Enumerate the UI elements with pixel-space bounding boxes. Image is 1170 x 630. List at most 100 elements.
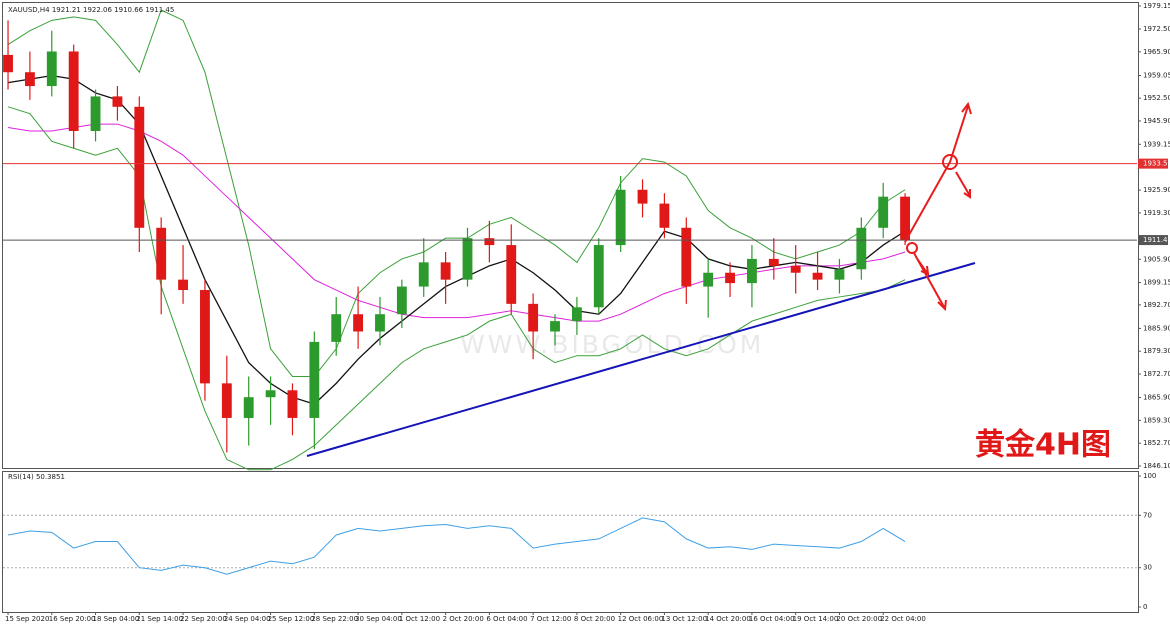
y-tick-label: 1885.90 [1143,324,1170,332]
y-tick-label: 100 [1143,472,1156,480]
candle-body [615,189,626,246]
candle-body [3,54,13,73]
candle-body [768,258,779,266]
y-tick-label: 30 [1143,564,1152,572]
x-tick-label: 14 Oct 20:00 [705,615,751,623]
candle-body [856,227,867,270]
candle-body [265,390,276,398]
candle-body [287,390,298,418]
y-tick-label: 1872.70 [1143,370,1170,378]
candle-body [834,269,845,280]
candle-body [681,227,692,287]
candle-body [593,245,604,308]
candle-body [659,203,670,228]
candle-body [243,397,254,418]
plot-layer: 1979.15 1972.50 1965.90 1959.05 1952.50 1945.… [3,2,1170,623]
candle-body [156,227,167,280]
y-tick-label: 1979.15 [1143,2,1170,10]
candle-body [200,290,210,384]
x-tick-label: 13 Oct 12:00 [661,615,707,623]
y-tick-label: 1945.90 [1143,117,1170,125]
candle-body [221,383,232,418]
y-tick-label: 1865.90 [1143,394,1170,402]
x-tick-label: 21 Sep 14:00 [136,615,183,623]
candle-body [550,321,560,332]
y-tick-label: 1959.05 [1143,72,1170,80]
candle-body [812,272,823,280]
candle-body [900,196,911,241]
y-tick-label: 1952.50 [1143,94,1170,102]
forecast-arrows [904,101,972,312]
candle-body [112,96,123,107]
candle-body [462,238,473,280]
y-tick-label: 1879.30 [1143,347,1170,355]
x-tick-label: 15 Sep 2020 [5,615,49,623]
candle-body [375,314,385,332]
x-tick-label: 25 Sep 12:00 [268,615,315,623]
candle-body [90,96,101,131]
price-level-label: 1933.56 [1143,160,1170,168]
candle-body [331,314,342,342]
chart-annotation: 黄金4H图 [975,428,1111,463]
y-tick-label: 1899.15 [1143,279,1170,287]
x-tick-label: 30 Sep 04:00 [355,615,402,623]
candle-body [309,341,320,418]
x-tick-label: 1 Oct 12:00 [399,615,440,623]
x-tick-label: 16 Oct 04:00 [749,615,795,623]
watermark: WWW.BIBGOLD.COM [460,330,764,359]
x-tick-label: 20 Oct 20:00 [836,615,882,623]
x-tick-label: 7 Oct 12:00 [530,615,571,623]
trend-line [306,262,976,457]
price-level-tag [1138,158,1168,169]
candle-body [178,279,188,291]
rsi-panel [2,471,1139,613]
candle-body [703,272,714,287]
x-tick-label: 28 Sep 22:00 [311,615,358,623]
x-tick-label: 6 Oct 04:00 [486,615,527,623]
y-tick-label: 1859.30 [1143,416,1170,424]
candle-body [440,262,451,280]
candle-body [878,196,889,228]
x-tick-label: 22 Sep 20:00 [180,615,227,623]
candle-body [134,106,145,228]
y-tick-label: 1965.90 [1143,48,1170,56]
symbol-header: XAUUSD,H4 1921.21 1922.06 1910.66 1911.4… [8,6,174,14]
rsi-header: RSI(14) 50.3851 [8,473,65,481]
candle-body [747,258,757,284]
x-tick-label: 22 Oct 04:00 [880,615,926,623]
candle-body [353,314,364,332]
x-tick-label: 24 Sep 04:00 [224,615,271,623]
candle-body [637,189,648,204]
candle-body [725,272,735,284]
candle-body [506,245,517,304]
candle-body [484,238,495,246]
x-tick-label: 18 Sep 04:00 [93,615,140,623]
y-tick-label: 1919.30 [1143,209,1170,217]
candle-body [571,307,582,322]
candle-body [418,262,429,287]
y-tick-label: 0 [1143,603,1147,611]
candle-body [790,265,801,273]
candle-body [24,72,35,87]
y-tick-label: 1939.15 [1143,140,1170,148]
x-tick-label: 12 Oct 06:00 [618,615,664,623]
rsi-line [7,517,906,575]
price-level-label: 1911.45 [1143,236,1170,244]
y-tick-label: 1905.90 [1143,255,1170,263]
x-tick-label: 16 Sep 20:00 [49,615,96,623]
candle-body [528,303,539,332]
y-tick-label: 1925.90 [1143,186,1170,194]
x-tick-label: 8 Oct 20:00 [574,615,615,623]
y-tick-label: 1972.50 [1143,25,1170,33]
candle-body [396,286,407,315]
y-tick-label: 70 [1143,511,1152,519]
candle-body [46,51,57,87]
y-tick-label: 1892.70 [1143,301,1170,309]
y-tick-label: 1846.10 [1143,462,1170,470]
price-level-tag [1138,235,1168,246]
x-tick-label: 19 Oct 14:00 [793,615,839,623]
candle-body [68,51,79,131]
y-tick-label: 1852.70 [1143,439,1170,447]
